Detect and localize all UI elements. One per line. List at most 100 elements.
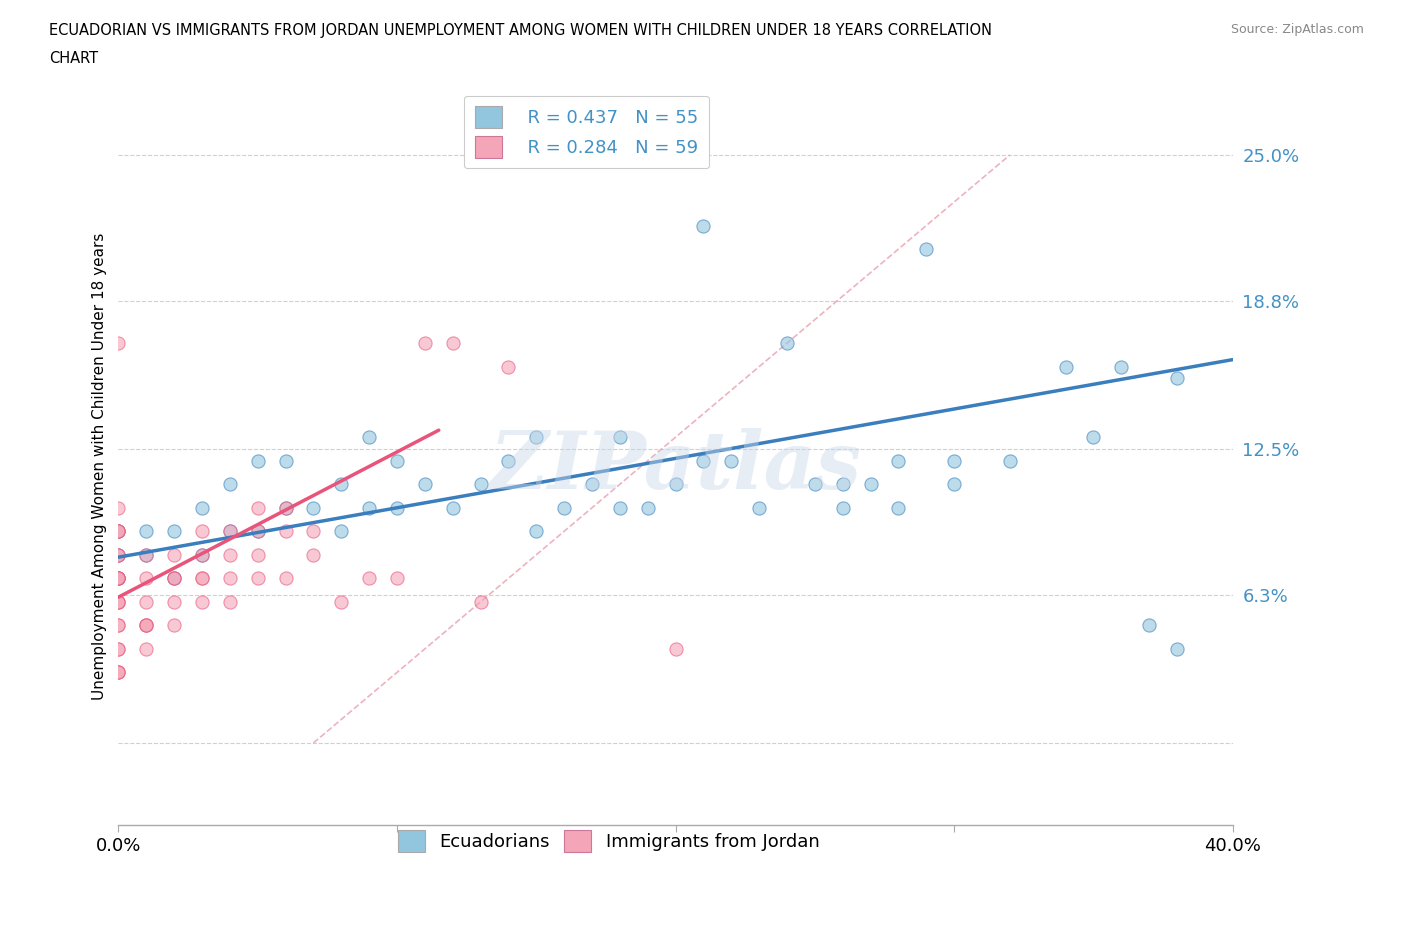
Point	[107, 618, 129, 632]
Point	[107, 665, 129, 680]
Point	[581, 477, 603, 492]
Point	[413, 477, 436, 492]
Point	[107, 336, 129, 351]
Text: ZIPatlas: ZIPatlas	[489, 428, 862, 505]
Point	[1109, 359, 1132, 374]
Point	[107, 500, 129, 515]
Point	[470, 594, 492, 609]
Point	[330, 477, 353, 492]
Point	[191, 594, 214, 609]
Point	[498, 453, 520, 468]
Point	[302, 548, 325, 563]
Point	[302, 524, 325, 538]
Point	[1166, 642, 1188, 657]
Point	[135, 618, 157, 632]
Point	[191, 571, 214, 586]
Point	[804, 477, 827, 492]
Point	[274, 453, 297, 468]
Point	[1166, 371, 1188, 386]
Point	[191, 500, 214, 515]
Point	[470, 477, 492, 492]
Point	[163, 571, 186, 586]
Point	[246, 453, 269, 468]
Point	[107, 571, 129, 586]
Point	[107, 665, 129, 680]
Point	[831, 477, 853, 492]
Point	[359, 430, 381, 445]
Point	[107, 665, 129, 680]
Point	[330, 594, 353, 609]
Text: Source: ZipAtlas.com: Source: ZipAtlas.com	[1230, 23, 1364, 36]
Point	[163, 571, 186, 586]
Point	[107, 571, 129, 586]
Point	[107, 571, 129, 586]
Point	[1054, 359, 1077, 374]
Point	[609, 430, 631, 445]
Point	[218, 548, 240, 563]
Point	[524, 430, 547, 445]
Point	[107, 571, 129, 586]
Text: CHART: CHART	[49, 51, 98, 66]
Point	[359, 571, 381, 586]
Point	[163, 548, 186, 563]
Point	[191, 548, 214, 563]
Y-axis label: Unemployment Among Women with Children Under 18 years: Unemployment Among Women with Children U…	[93, 232, 107, 700]
Point	[246, 524, 269, 538]
Point	[191, 548, 214, 563]
Point	[943, 453, 966, 468]
Point	[107, 594, 129, 609]
Point	[998, 453, 1021, 468]
Point	[135, 618, 157, 632]
Point	[385, 571, 408, 586]
Point	[135, 524, 157, 538]
Point	[107, 524, 129, 538]
Point	[191, 571, 214, 586]
Point	[107, 571, 129, 586]
Point	[498, 359, 520, 374]
Point	[246, 548, 269, 563]
Legend: Ecuadorians, Immigrants from Jordan: Ecuadorians, Immigrants from Jordan	[391, 823, 827, 859]
Point	[943, 477, 966, 492]
Point	[246, 571, 269, 586]
Point	[274, 524, 297, 538]
Point	[107, 594, 129, 609]
Point	[246, 524, 269, 538]
Point	[359, 500, 381, 515]
Point	[637, 500, 659, 515]
Point	[218, 524, 240, 538]
Point	[163, 524, 186, 538]
Point	[664, 642, 686, 657]
Point	[385, 453, 408, 468]
Point	[107, 548, 129, 563]
Point	[915, 242, 938, 257]
Point	[609, 500, 631, 515]
Point	[218, 571, 240, 586]
Point	[1083, 430, 1105, 445]
Point	[218, 594, 240, 609]
Point	[664, 477, 686, 492]
Point	[274, 571, 297, 586]
Point	[330, 524, 353, 538]
Text: ECUADORIAN VS IMMIGRANTS FROM JORDAN UNEMPLOYMENT AMONG WOMEN WITH CHILDREN UNDE: ECUADORIAN VS IMMIGRANTS FROM JORDAN UNE…	[49, 23, 993, 38]
Point	[441, 336, 464, 351]
Point	[748, 500, 770, 515]
Point	[776, 336, 799, 351]
Point	[135, 618, 157, 632]
Point	[107, 524, 129, 538]
Point	[218, 524, 240, 538]
Point	[107, 548, 129, 563]
Point	[553, 500, 575, 515]
Point	[107, 642, 129, 657]
Point	[859, 477, 882, 492]
Point	[107, 594, 129, 609]
Point	[135, 548, 157, 563]
Point	[107, 524, 129, 538]
Point	[720, 453, 742, 468]
Point	[135, 642, 157, 657]
Point	[887, 453, 910, 468]
Point	[107, 548, 129, 563]
Point	[274, 500, 297, 515]
Point	[692, 219, 714, 233]
Point	[692, 453, 714, 468]
Point	[1137, 618, 1160, 632]
